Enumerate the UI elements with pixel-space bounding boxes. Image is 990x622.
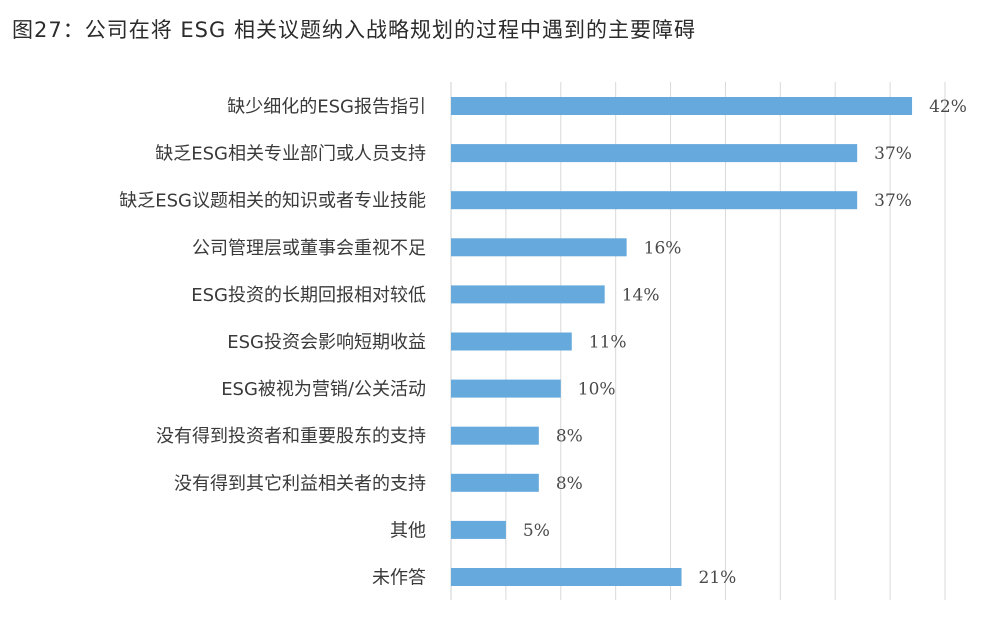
- category-labels: 缺少细化的ESG报告指引缺乏ESG相关专业部门或人员支持缺乏ESG议题相关的知识…: [119, 97, 426, 589]
- category-label: 缺少细化的ESG报告指引: [227, 97, 426, 118]
- category-label: ESG投资会影响短期收益: [227, 332, 426, 353]
- value-label: 10%: [578, 380, 616, 400]
- category-label: 没有得到其它利益相关者的支持: [174, 473, 426, 494]
- category-label: 公司管理层或董事会重视不足: [192, 238, 426, 259]
- value-label: 11%: [589, 333, 627, 353]
- chart-title: 图27：公司在将 ESG 相关议题纳入战略规划的过程中遇到的主要障碍: [12, 18, 696, 42]
- value-label: 42%: [929, 97, 967, 117]
- category-label: 其他: [390, 520, 426, 541]
- bar: [451, 238, 627, 257]
- bar: [451, 332, 572, 351]
- bar: [451, 520, 506, 539]
- value-labels: 42% 37% 37% 16% 14% 11% 10% 8% 8% 5% 21%: [523, 97, 967, 588]
- bar: [451, 285, 605, 304]
- category-label: 缺乏ESG相关专业部门或人员支持: [155, 144, 426, 165]
- bar: [451, 473, 539, 492]
- category-label: 未作答: [372, 568, 426, 589]
- value-label: 16%: [644, 238, 682, 258]
- category-label: ESG被视为营销/公关活动: [221, 379, 426, 400]
- value-label: 37%: [874, 191, 912, 211]
- category-label: ESG投资的长期回报相对较低: [191, 285, 426, 306]
- value-label: 37%: [874, 144, 912, 164]
- bar: [451, 379, 561, 398]
- bar: [451, 144, 858, 163]
- bar: [451, 97, 913, 115]
- category-label: 缺乏ESG议题相关的知识或者专业技能: [119, 191, 426, 212]
- value-label: 8%: [556, 427, 583, 447]
- value-label: 14%: [622, 285, 660, 305]
- bars: [451, 97, 913, 586]
- value-label: 21%: [699, 568, 737, 588]
- bar: [451, 568, 682, 586]
- bar: [451, 426, 539, 445]
- value-label: 5%: [523, 521, 550, 541]
- category-label: 没有得到投资者和重要股东的支持: [156, 426, 426, 447]
- value-label: 8%: [556, 474, 583, 494]
- bar: [451, 191, 858, 210]
